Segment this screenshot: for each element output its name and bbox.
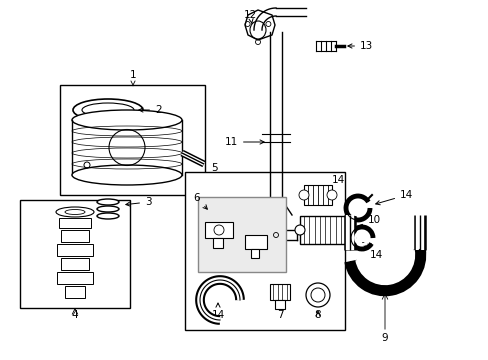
Bar	[213, 238, 223, 248]
Text: 12: 12	[243, 10, 257, 23]
Ellipse shape	[72, 165, 182, 185]
Text: 8: 8	[314, 310, 321, 320]
Text: 14: 14	[325, 175, 345, 190]
Text: 10: 10	[350, 215, 380, 229]
Ellipse shape	[97, 213, 119, 219]
Bar	[204, 222, 232, 238]
Ellipse shape	[82, 103, 134, 117]
Text: 13: 13	[347, 41, 372, 51]
Bar	[274, 300, 285, 309]
Bar	[269, 284, 289, 300]
Bar	[61, 258, 89, 270]
Text: 5: 5	[210, 163, 217, 173]
Ellipse shape	[72, 110, 182, 130]
Bar	[250, 249, 259, 258]
Text: 2: 2	[139, 105, 162, 115]
Bar	[299, 216, 345, 244]
Bar	[304, 185, 331, 205]
Bar	[244, 235, 266, 249]
Text: 14: 14	[211, 303, 224, 320]
Circle shape	[326, 190, 336, 200]
Ellipse shape	[73, 99, 142, 121]
Circle shape	[298, 190, 308, 200]
Bar	[184, 172, 345, 330]
Text: 4: 4	[72, 310, 78, 320]
Bar	[57, 272, 93, 284]
Ellipse shape	[97, 199, 119, 205]
Text: 14: 14	[362, 243, 383, 260]
Circle shape	[294, 225, 305, 235]
Bar	[60, 85, 204, 195]
Polygon shape	[244, 10, 274, 40]
Text: 11: 11	[224, 137, 264, 147]
Text: 1: 1	[129, 70, 136, 86]
Text: 3: 3	[125, 197, 151, 207]
Text: 7: 7	[276, 303, 283, 320]
Bar	[65, 286, 85, 298]
Bar	[57, 244, 93, 256]
Bar	[198, 197, 285, 272]
Circle shape	[305, 283, 329, 307]
Text: 9: 9	[381, 333, 387, 343]
Bar	[61, 230, 89, 242]
Text: 6: 6	[193, 193, 207, 209]
Text: 14: 14	[375, 190, 412, 205]
Bar	[59, 218, 91, 228]
Ellipse shape	[97, 206, 119, 212]
Bar	[20, 200, 130, 308]
